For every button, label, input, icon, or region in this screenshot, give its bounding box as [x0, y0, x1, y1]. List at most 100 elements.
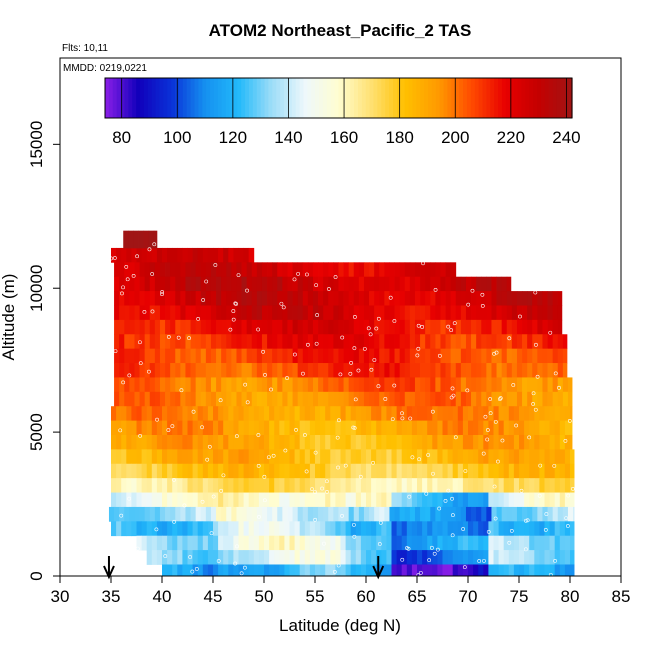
track-point — [113, 349, 118, 353]
heatmap-cell — [205, 276, 212, 292]
heatmap-cell — [549, 478, 556, 493]
track-point — [353, 315, 357, 319]
track-point — [172, 477, 176, 482]
heatmap-cell — [149, 276, 156, 292]
colorbar-swatch — [342, 78, 347, 118]
heatmap-cell — [369, 334, 375, 350]
heatmap-cell — [524, 478, 530, 493]
heatmap-cell — [272, 377, 278, 393]
heatmap-cell — [185, 262, 191, 278]
heatmap-cell — [369, 262, 375, 278]
heatmap-cell — [493, 463, 499, 479]
heatmap-cell — [391, 478, 397, 493]
heatmap-cell — [228, 478, 234, 493]
heatmap-cell — [471, 506, 477, 522]
heatmap-cell — [226, 334, 232, 350]
track-point — [525, 518, 530, 523]
heatmap-cell — [570, 463, 575, 479]
track-point — [127, 496, 132, 501]
heatmap-cell — [159, 262, 166, 278]
heatmap-cell — [363, 319, 370, 335]
heatmap-cell — [534, 535, 540, 551]
colorbar-swatch — [248, 78, 254, 118]
heatmap-cell — [312, 506, 319, 522]
track-point — [314, 341, 319, 346]
heatmap-cell — [450, 391, 457, 407]
heatmap-cell — [486, 291, 492, 306]
heatmap-cell — [381, 550, 387, 565]
heatmap-cell — [394, 348, 401, 364]
heatmap-cell — [440, 276, 446, 292]
track-point — [524, 518, 528, 523]
heatmap-cell — [348, 377, 355, 393]
heatmap-cell — [425, 377, 431, 393]
heatmap-cell — [165, 377, 171, 393]
heatmap-cell — [325, 449, 331, 465]
track-point — [207, 444, 212, 449]
track-point — [112, 256, 117, 260]
heatmap-cell — [284, 406, 290, 421]
heatmap-cell — [432, 564, 438, 576]
track-point — [366, 326, 371, 331]
heatmap-cell — [282, 363, 288, 378]
track-point — [548, 572, 553, 576]
heatmap-cell — [442, 521, 448, 537]
heatmap-cell — [442, 564, 448, 576]
heatmap-cell — [557, 334, 564, 350]
heatmap-cell — [154, 377, 161, 393]
heatmap-cell — [425, 305, 431, 321]
heatmap-cell — [348, 319, 355, 335]
heatmap-cell — [121, 463, 127, 479]
heatmap-cell — [121, 247, 127, 263]
heatmap-cell — [149, 391, 156, 407]
track-point — [219, 488, 224, 493]
heatmap-cell — [539, 535, 545, 551]
heatmap-cell — [207, 521, 214, 537]
heatmap-cell — [435, 363, 441, 378]
heatmap-cell — [465, 348, 472, 364]
heatmap-cell — [170, 391, 176, 407]
heatmap-cell — [267, 291, 273, 306]
heatmap-cell — [282, 276, 288, 292]
heatmap-cell — [411, 434, 418, 450]
colorbar-swatch — [330, 78, 336, 118]
heatmap-cell — [236, 291, 242, 306]
heatmap-cell — [333, 262, 339, 278]
heatmap-cell — [486, 377, 492, 393]
heatmap-cell — [450, 363, 457, 378]
heatmap-cell — [256, 377, 263, 393]
heatmap-cell — [114, 291, 120, 306]
colorbar-swatch — [350, 78, 355, 118]
heatmap-cell — [294, 550, 301, 565]
heatmap-cell — [116, 521, 122, 537]
heatmap-cell — [539, 550, 545, 565]
heatmap-cell — [192, 434, 199, 450]
heatmap-cell — [498, 550, 505, 565]
heatmap-cell — [323, 363, 329, 378]
heatmap-cell — [360, 434, 367, 450]
heatmap-cell — [539, 521, 545, 537]
heatmap-cell — [559, 478, 566, 493]
colorbar-swatch — [272, 78, 277, 118]
heatmap-cell — [360, 449, 367, 465]
heatmap-cell — [289, 420, 295, 436]
colorbar-swatch — [400, 78, 406, 118]
heatmap-cell — [167, 434, 173, 450]
heatmap-cell — [312, 363, 319, 378]
heatmap-cell — [180, 363, 186, 378]
heatmap-cell — [442, 535, 448, 551]
heatmap-cell — [134, 506, 140, 522]
heatmap-cell — [272, 319, 278, 335]
heatmap-cell — [503, 564, 510, 576]
heatmap-cell — [564, 434, 571, 450]
colorbar-swatch — [548, 78, 554, 118]
heatmap-cell — [299, 449, 306, 465]
track-point — [358, 474, 363, 479]
heatmap-cell — [422, 550, 428, 565]
heatmap-cell — [391, 550, 397, 565]
track-point — [305, 342, 310, 347]
heatmap-cell — [360, 492, 367, 508]
colorbar-swatch — [357, 78, 363, 118]
heatmap-cell — [162, 463, 168, 479]
track-point — [343, 463, 348, 468]
